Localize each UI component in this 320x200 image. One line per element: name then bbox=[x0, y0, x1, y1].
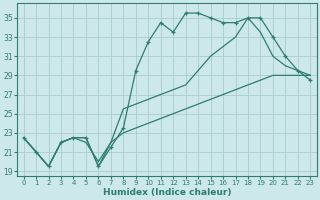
X-axis label: Humidex (Indice chaleur): Humidex (Indice chaleur) bbox=[103, 188, 231, 197]
